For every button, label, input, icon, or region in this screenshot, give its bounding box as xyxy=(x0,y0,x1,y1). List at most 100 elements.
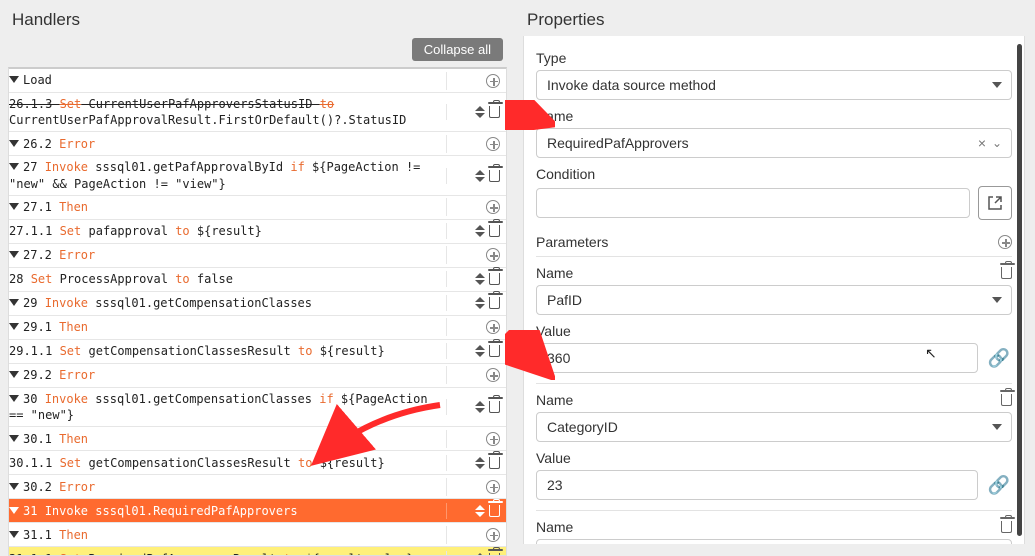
add-icon[interactable] xyxy=(486,528,500,542)
handler-row[interactable]: 29.1.1 Set getCompensationClassesResult … xyxy=(9,340,506,364)
clear-icon[interactable]: × xyxy=(978,135,986,151)
row-actions xyxy=(446,399,506,415)
expand-icon[interactable] xyxy=(9,435,19,442)
collapse-all-button[interactable]: Collapse all xyxy=(412,38,503,61)
handler-row[interactable]: 27.1 Then xyxy=(9,196,506,220)
param-name-label: Name xyxy=(536,519,573,535)
open-editor-button[interactable] xyxy=(978,186,1012,220)
handler-row-content: 28 Set ProcessApproval to false xyxy=(9,268,446,290)
delete-icon[interactable] xyxy=(489,401,500,413)
handler-row[interactable]: 29.2 Error xyxy=(9,364,506,388)
add-parameter-button[interactable] xyxy=(998,235,1012,249)
param-value-input[interactable] xyxy=(536,470,978,500)
row-actions xyxy=(446,246,506,264)
reorder-icon[interactable] xyxy=(475,225,485,237)
handler-row-content: 29 Invoke sssql01.getCompensationClasses xyxy=(9,292,446,314)
condition-label: Condition xyxy=(536,166,1012,182)
param-value-label: Value xyxy=(536,323,1012,339)
reorder-icon[interactable] xyxy=(475,297,485,309)
reorder-icon[interactable] xyxy=(475,505,485,517)
handler-row[interactable]: 30.1.1 Set getCompensationClassesResult … xyxy=(9,451,506,475)
reorder-icon[interactable] xyxy=(475,401,485,413)
parameter-block: NameCategoryIDValue🔗 xyxy=(536,383,1012,504)
handler-row[interactable]: 26.2 Error xyxy=(9,132,506,156)
handlers-tree[interactable]: Load26.1.3 Set CurrentUserPafApproversSt… xyxy=(8,67,507,556)
parameter-block: NamePafIDValue🔗 xyxy=(536,256,1012,377)
name-input[interactable] xyxy=(536,128,1012,158)
expand-icon[interactable] xyxy=(9,483,19,490)
delete-icon[interactable] xyxy=(489,457,500,469)
delete-icon[interactable] xyxy=(489,106,500,118)
handler-row[interactable]: 31.1 Then xyxy=(9,523,506,547)
handler-row[interactable]: 26.1.3 Set CurrentUserPafApproversStatus… xyxy=(9,93,506,132)
external-link-icon xyxy=(987,195,1003,211)
link-icon[interactable]: 🔗 xyxy=(986,348,1012,369)
expand-icon[interactable] xyxy=(9,531,19,538)
expand-icon[interactable] xyxy=(9,395,19,402)
handler-row-content: 31.1 Then xyxy=(9,524,446,546)
delete-icon[interactable] xyxy=(489,553,500,556)
expand-icon[interactable] xyxy=(9,299,19,306)
add-icon[interactable] xyxy=(486,74,500,88)
handler-row[interactable]: 27.1.1 Set pafapproval to ${result} xyxy=(9,220,506,244)
handler-row[interactable]: 30.1 Then xyxy=(9,427,506,451)
handler-row[interactable]: 27 Invoke sssql01.getPafApprovalById if … xyxy=(9,156,506,195)
handler-row[interactable]: 31.1.1 Set RequiredPafApproversResult to… xyxy=(9,547,506,556)
add-icon[interactable] xyxy=(486,432,500,446)
expand-icon[interactable] xyxy=(9,323,19,330)
delete-param-icon[interactable] xyxy=(1001,521,1012,533)
handler-row[interactable]: 29 Invoke sssql01.getCompensationClasses xyxy=(9,292,506,316)
handler-row-content: 27.1 Then xyxy=(9,196,446,218)
expand-icon[interactable] xyxy=(9,203,19,210)
reorder-icon[interactable] xyxy=(475,106,485,118)
reorder-icon[interactable] xyxy=(475,170,485,182)
add-icon[interactable] xyxy=(486,368,500,382)
expand-icon[interactable] xyxy=(9,140,19,147)
delete-param-icon[interactable] xyxy=(1001,267,1012,279)
row-actions xyxy=(446,198,506,216)
condition-row xyxy=(536,186,1012,220)
delete-icon[interactable] xyxy=(489,225,500,237)
expand-icon[interactable] xyxy=(9,507,19,514)
handler-row[interactable]: 30.2 Error xyxy=(9,475,506,499)
param-name-select[interactable]: LocationID xyxy=(536,539,1012,544)
parameter-block: Name LocationID xyxy=(536,510,1012,544)
handler-row[interactable]: 28 Set ProcessApproval to false xyxy=(9,268,506,292)
row-actions xyxy=(446,72,506,90)
delete-icon[interactable] xyxy=(489,273,500,285)
handler-row[interactable]: 27.2 Error xyxy=(9,244,506,268)
reorder-icon[interactable] xyxy=(475,553,485,556)
handler-row[interactable]: 31 Invoke sssql01.RequiredPafApprovers xyxy=(9,499,506,523)
add-icon[interactable] xyxy=(486,200,500,214)
properties-body: Type Invoke data source method Name × ⌄ … xyxy=(523,36,1025,544)
row-actions xyxy=(446,223,506,239)
delete-icon[interactable] xyxy=(489,297,500,309)
delete-icon[interactable] xyxy=(489,170,500,182)
handler-row[interactable]: Load xyxy=(9,69,506,93)
param-name-select[interactable]: CategoryID xyxy=(536,412,1012,442)
chevron-down-icon[interactable]: ⌄ xyxy=(992,136,1002,150)
handlers-title: Handlers xyxy=(0,0,515,36)
delete-icon[interactable] xyxy=(489,505,500,517)
expand-icon[interactable] xyxy=(9,76,19,83)
type-select[interactable]: Invoke data source method xyxy=(536,70,1012,100)
handler-row-content: 30 Invoke sssql01.getCompensationClasses… xyxy=(9,388,446,426)
link-icon[interactable]: 🔗 xyxy=(986,475,1012,496)
handler-row[interactable]: 29.1 Then xyxy=(9,316,506,340)
handler-row[interactable]: 30 Invoke sssql01.getCompensationClasses… xyxy=(9,388,506,427)
add-icon[interactable] xyxy=(486,137,500,151)
reorder-icon[interactable] xyxy=(475,345,485,357)
reorder-icon[interactable] xyxy=(475,273,485,285)
add-icon[interactable] xyxy=(486,480,500,494)
param-value-input[interactable] xyxy=(536,343,978,373)
condition-input[interactable] xyxy=(536,188,970,218)
delete-icon[interactable] xyxy=(489,345,500,357)
expand-icon[interactable] xyxy=(9,163,19,170)
reorder-icon[interactable] xyxy=(475,457,485,469)
expand-icon[interactable] xyxy=(9,251,19,258)
expand-icon[interactable] xyxy=(9,371,19,378)
param-name-select[interactable]: PafID xyxy=(536,285,1012,315)
delete-param-icon[interactable] xyxy=(1001,394,1012,406)
add-icon[interactable] xyxy=(486,320,500,334)
add-icon[interactable] xyxy=(486,248,500,262)
